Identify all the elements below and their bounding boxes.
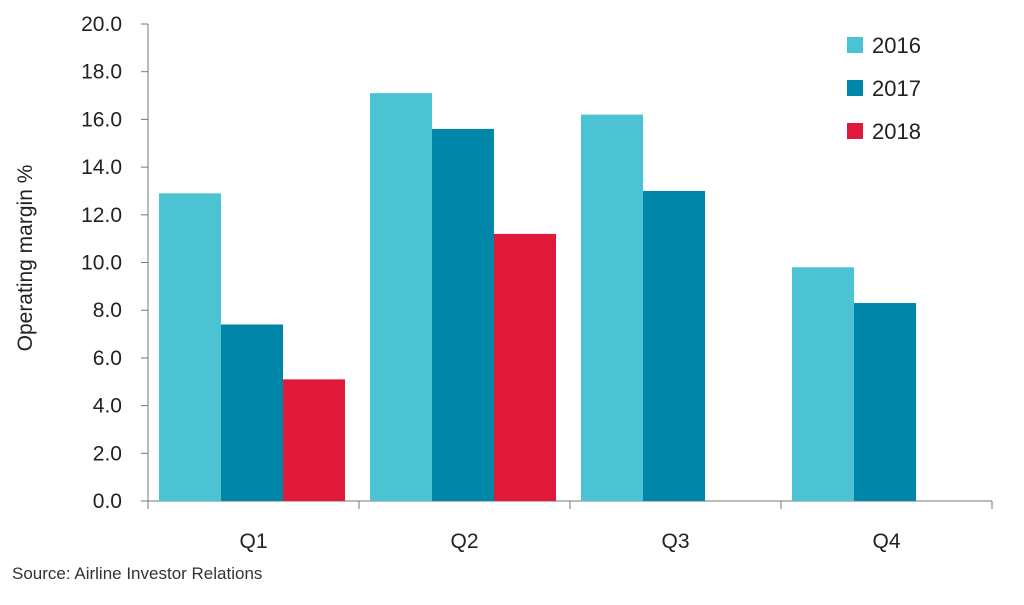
y-tick-label: 8.0 xyxy=(93,299,122,322)
legend-swatch-2017 xyxy=(847,80,863,96)
y-tick-label: 20.0 xyxy=(81,13,122,36)
bar-2017-Q4 xyxy=(854,303,916,501)
bar-2016-Q1 xyxy=(159,193,221,501)
x-tick-label: Q2 xyxy=(450,530,478,553)
y-tick-label: 2.0 xyxy=(93,442,122,465)
y-tick-label: 10.0 xyxy=(81,252,122,275)
x-tick-label: Q3 xyxy=(661,530,689,553)
legend-label: 2016 xyxy=(872,33,921,58)
bar-2017-Q1 xyxy=(221,324,283,501)
y-tick-label: 18.0 xyxy=(81,61,122,84)
bars xyxy=(159,93,916,501)
bar-2017-Q2 xyxy=(432,128,494,501)
x-axis: Q1 Q2 Q3 Q4 xyxy=(147,500,993,553)
y-axis-label: Operating margin % xyxy=(14,165,37,352)
y-tick-label: 6.0 xyxy=(93,347,122,370)
y-tick-label: 4.0 xyxy=(93,395,122,418)
legend-swatch-2018 xyxy=(847,123,863,139)
bar-2016-Q4 xyxy=(792,267,854,501)
y-tick-label: 12.0 xyxy=(81,204,122,227)
bar-2016-Q2 xyxy=(370,93,432,501)
y-tick-label: 0.0 xyxy=(93,490,122,513)
bar-2018-Q1 xyxy=(283,379,345,501)
legend-label: 2017 xyxy=(872,76,921,101)
source-note: Source: Airline Investor Relations xyxy=(12,564,263,583)
bar-2018-Q2 xyxy=(494,233,556,501)
x-tick-label: Q4 xyxy=(872,530,900,553)
legend: 2016 2017 2018 xyxy=(847,33,921,144)
legend-label: 2018 xyxy=(872,119,921,144)
y-tick-label: 14.0 xyxy=(81,156,122,179)
y-tick-label: 16.0 xyxy=(81,108,122,131)
x-tick-label: Q1 xyxy=(239,530,267,553)
bar-2017-Q3 xyxy=(643,190,705,501)
y-axis: 0.0 2.0 4.0 6.0 8.0 10.0 12.0 14.0 16.0 18.0 20.0 xyxy=(81,13,149,513)
bar-2016-Q3 xyxy=(581,114,643,501)
legend-swatch-2016 xyxy=(847,37,863,53)
